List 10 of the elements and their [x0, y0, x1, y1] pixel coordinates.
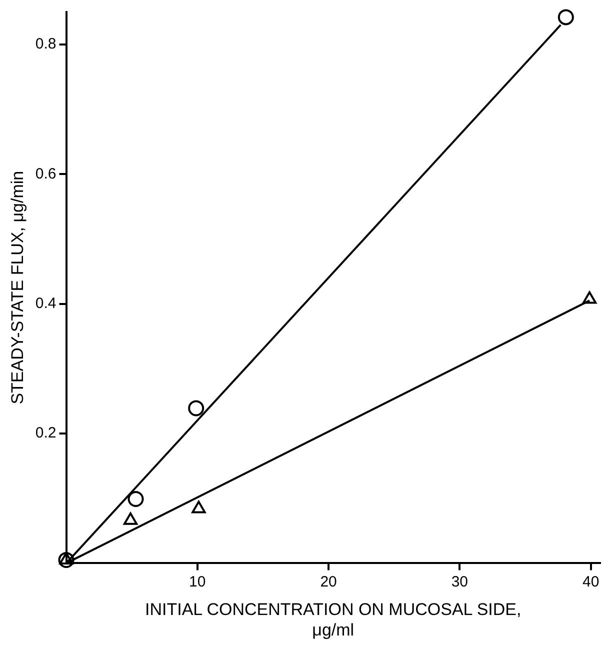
y-tick-label: 0.6	[35, 165, 56, 182]
x-tick-label: 40	[582, 573, 600, 590]
y-tick-label: 0.2	[35, 424, 56, 442]
x-tick-label: 10	[189, 573, 206, 590]
y-tick-label: 0.4	[35, 294, 56, 312]
y-tick-label: 0.8	[35, 36, 56, 53]
x-tick-label: 20	[320, 573, 337, 590]
y-axis-title: STEADY-STATE FLUX, μg/min	[8, 170, 27, 404]
x-tick-label: 30	[451, 573, 468, 590]
x-axis-title: INITIAL CONCENTRATION ON MUCOSAL SIDE, μg/ml	[145, 600, 522, 640]
